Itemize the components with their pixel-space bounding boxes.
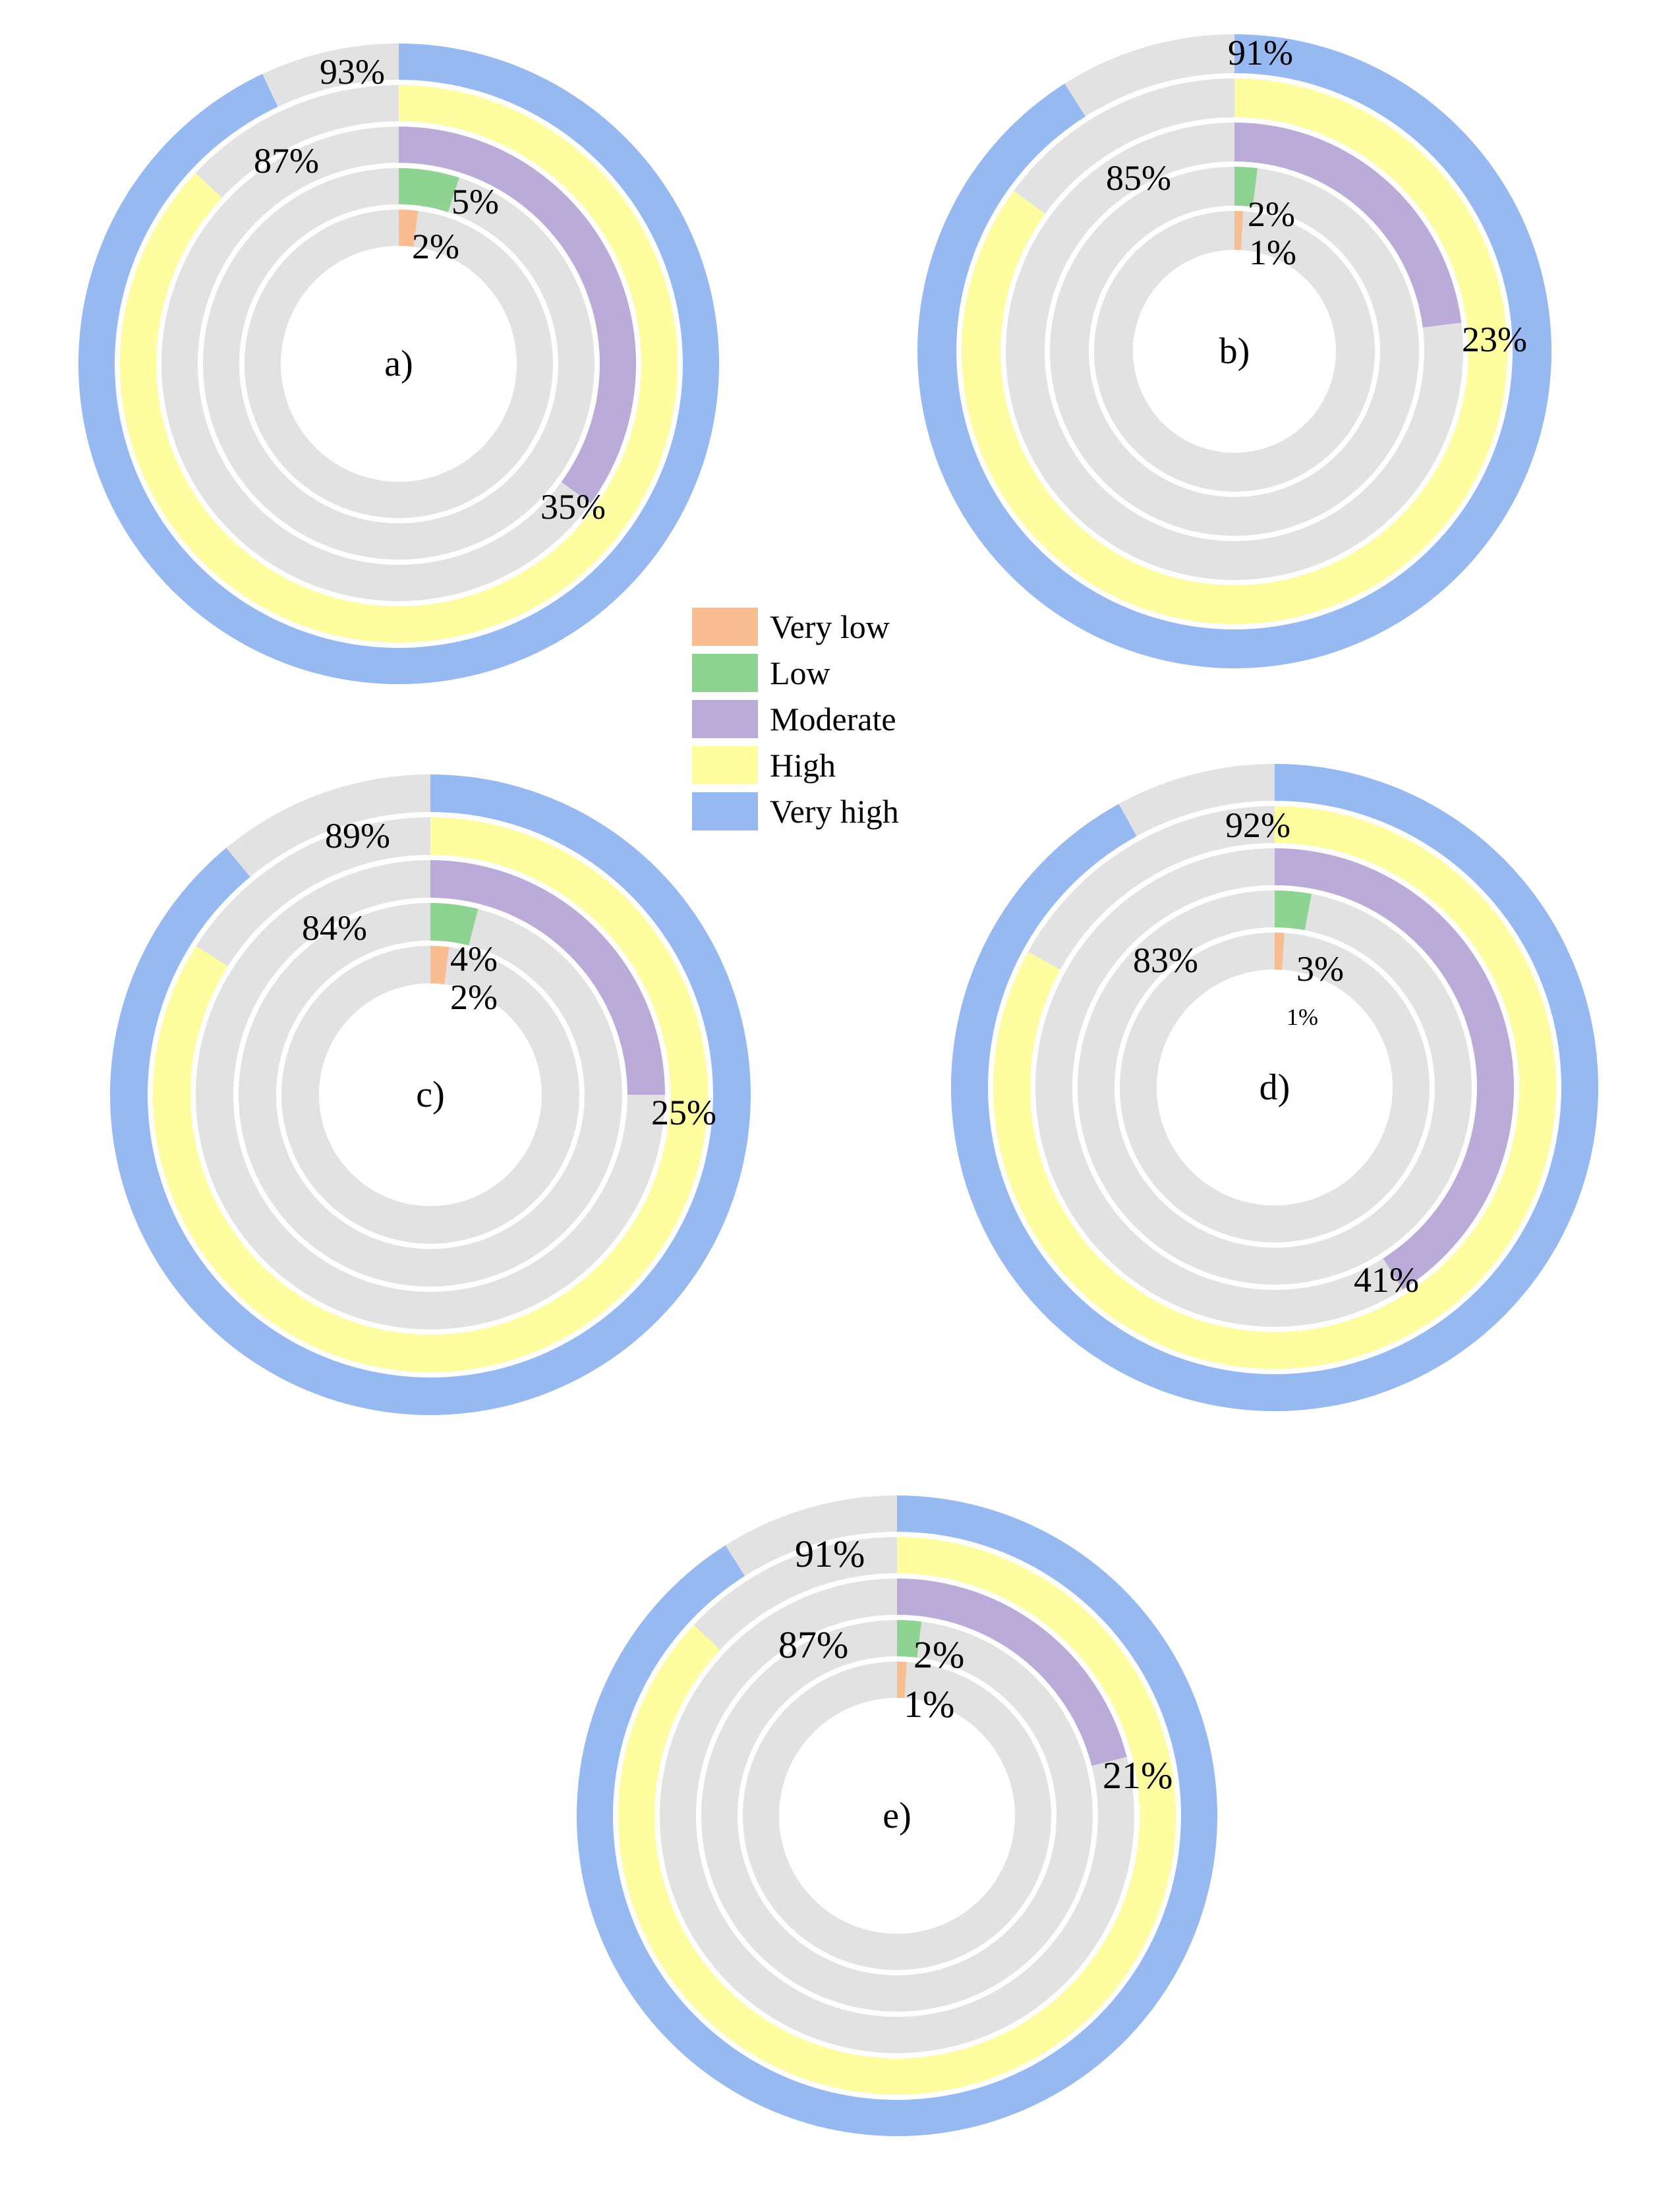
panel-a-bar-very-low [399, 210, 419, 247]
panel-e-label: e) [883, 1795, 912, 1836]
panel-c-value-label-4: 89% [325, 816, 390, 856]
panel-b-label: b) [1219, 331, 1250, 372]
legend: Very low Low Moderate High Very high [692, 608, 899, 830]
panel-a-value-label-3: 87% [254, 141, 319, 181]
panel-d-bar-moderate [1275, 848, 1515, 1290]
panel-d-value-label-0: 1% [1287, 1004, 1318, 1030]
panel-c-value-label-2: 25% [651, 1093, 716, 1132]
panel-d-value-label-4: 92% [1225, 805, 1290, 845]
panel-d-value-label-2: 41% [1354, 1260, 1419, 1300]
legend-swatch [692, 654, 758, 692]
legend-swatch [692, 746, 758, 784]
panel-c-bar-low [430, 903, 478, 946]
panel-e-value-label-3: 87% [778, 1623, 848, 1666]
panel-c-value-label-1: 4% [450, 939, 498, 979]
panel-d-label: d) [1260, 1067, 1290, 1108]
panel-a-label: a) [384, 343, 413, 384]
legend-swatch [692, 792, 758, 830]
panel-b-bar-low [1234, 167, 1258, 207]
panel-b-bar-very-low [1234, 211, 1244, 250]
panel-b-value-label-0: 1% [1249, 233, 1296, 272]
panel-c-bar-very-low [430, 946, 449, 985]
legend-label: Very high [770, 793, 899, 830]
legend-item-low: Low [692, 654, 830, 692]
panel-e-bar-low [897, 1620, 922, 1658]
panel-e-bar-very-low [897, 1662, 907, 1698]
panel-b-value-label-1: 2% [1248, 194, 1295, 234]
panel-a: 2% 5% 35% 87% 93% a) [78, 44, 719, 685]
panel-e-value-label-2: 21% [1103, 1754, 1173, 1797]
panels-layer: 2%5%35%87%93%a)1%2%23%85%91%b)2%4%25%84%… [78, 33, 1599, 2136]
panel-e: 1% 2% 21% 87% 91% e) [576, 1495, 1218, 2136]
legend-label: Low [770, 654, 830, 691]
legend-item-very-high: Very high [692, 792, 899, 830]
panel-c: 2%4% 25% 84% 89% c) [109, 774, 751, 1416]
panel-a-value-label-4: 93% [320, 52, 385, 92]
panel-a-bar-low [399, 168, 459, 212]
panel-b-value-label-4: 91% [1228, 33, 1293, 73]
panel-a-value-label-2: 35% [540, 487, 606, 527]
panel-e-value-label-4: 91% [795, 1532, 865, 1575]
panel-c-value-label-0: 2% [450, 977, 498, 1017]
panel-e-value-label-1: 2% [913, 1633, 964, 1676]
panel-d-value-label-3: 83% [1133, 941, 1198, 980]
legend-swatch [692, 700, 758, 738]
panel-d-bar-very-low [1275, 933, 1285, 970]
legend-label: Moderate [770, 701, 896, 738]
legend-swatch [692, 608, 758, 646]
panel-b: 1%2% 23% 85% 91% b) [917, 33, 1551, 668]
legend-item-high: High [692, 746, 836, 784]
panel-e-bar-moderate [897, 1579, 1127, 1766]
panel-d: 1% 3% 41% 83% 92% d) [950, 764, 1599, 1412]
panel-d-value-label-1: 3% [1296, 949, 1344, 989]
panel-a-value-label-0: 2% [412, 227, 459, 266]
legend-label: High [770, 747, 836, 784]
panel-c-bar-moderate [430, 860, 665, 1095]
panel-e-value-label-0: 1% [904, 1683, 954, 1726]
panel-b-value-label-2: 23% [1462, 320, 1527, 359]
legend-label: Very low [770, 608, 890, 645]
panel-c-label: c) [416, 1074, 445, 1115]
panel-a-value-label-1: 5% [451, 182, 499, 221]
panel-a-bar-moderate [399, 127, 636, 504]
panel-b-bar-moderate [1234, 123, 1462, 328]
panel-b-value-label-3: 85% [1106, 158, 1171, 198]
panel-c-value-label-3: 84% [302, 908, 367, 948]
legend-item-moderate: Moderate [692, 700, 896, 738]
legend-item-very-low: Very low [692, 608, 890, 646]
panel-d-bar-low [1275, 890, 1312, 931]
